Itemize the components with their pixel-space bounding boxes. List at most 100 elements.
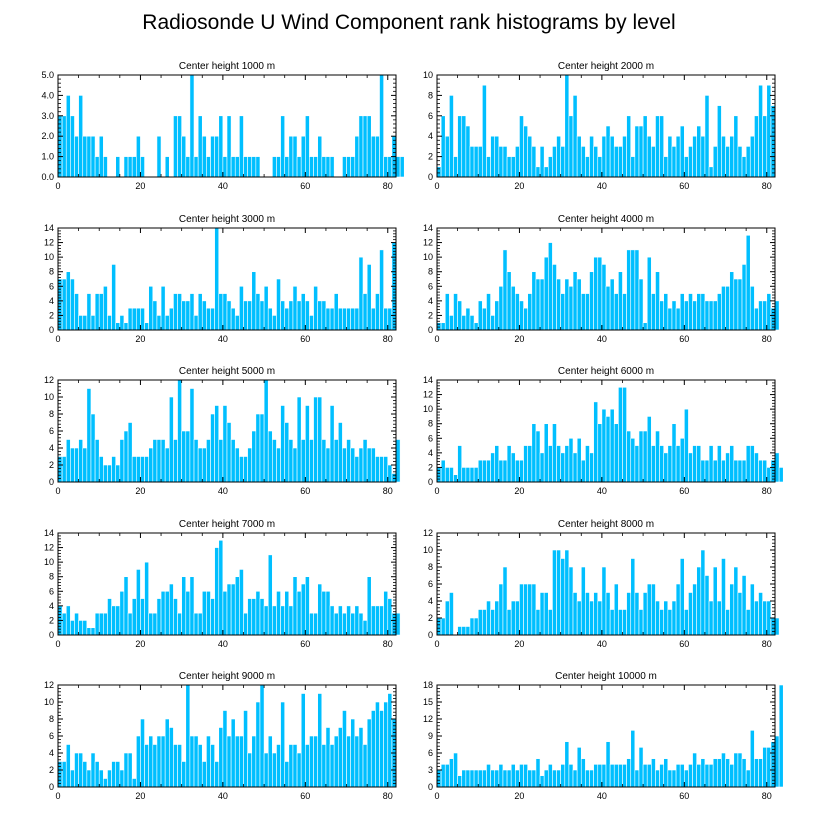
bar (156, 439, 162, 483)
bar (547, 445, 553, 483)
bar (684, 769, 689, 788)
bar (477, 146, 483, 178)
bar (543, 166, 549, 178)
bar (333, 735, 339, 788)
bar (675, 764, 681, 788)
bar (564, 74, 570, 178)
bar (131, 456, 137, 483)
bar (136, 456, 141, 483)
y-tick-label: 3.0 (41, 111, 54, 121)
bar (222, 293, 228, 331)
bar (292, 576, 298, 636)
x-tick-label: 0 (55, 181, 60, 191)
bar (535, 278, 541, 331)
bar (140, 598, 145, 636)
y-tick-label: 10 (44, 392, 54, 402)
y-tick-label: 6 (428, 748, 433, 758)
x-tick-label: 60 (679, 791, 689, 801)
bar (601, 264, 607, 331)
bar (70, 620, 75, 636)
bar (609, 408, 615, 483)
bar (667, 769, 673, 788)
bar (482, 84, 487, 178)
bar (684, 408, 689, 483)
bar (547, 156, 553, 178)
bar (556, 549, 561, 636)
y-tick-label: 6 (49, 586, 54, 596)
bar (185, 590, 191, 636)
y-tick-label: 12 (44, 238, 54, 248)
bar (78, 752, 84, 788)
bar (123, 430, 129, 483)
bar (527, 769, 533, 788)
bar (494, 135, 500, 178)
bar (494, 300, 500, 331)
bar (461, 626, 467, 636)
bar (626, 249, 632, 331)
y-tick-label: 0 (49, 477, 54, 487)
histogram-panel: Center height 2000 m 0 20 40 60 80 0 2 4 6 8 10 (423, 61, 776, 191)
bar (375, 456, 380, 483)
bar (197, 612, 203, 636)
bar (712, 566, 718, 636)
x-tick-label: 60 (679, 334, 689, 344)
bar (622, 764, 627, 788)
bar (700, 293, 706, 331)
bar (305, 744, 310, 788)
bar (210, 413, 215, 483)
bar (288, 300, 294, 331)
bar (754, 452, 759, 483)
bar (552, 769, 557, 788)
bar (65, 95, 71, 178)
x-tick-label: 20 (135, 791, 145, 801)
bar (515, 769, 520, 788)
bar (547, 764, 553, 788)
bar (111, 456, 117, 483)
plot-frame (436, 379, 776, 483)
bar (609, 609, 615, 636)
bar (684, 156, 689, 178)
bar (127, 422, 133, 483)
bar (218, 539, 224, 636)
bar (267, 554, 273, 636)
bar (547, 609, 553, 636)
x-tick-label: 60 (300, 791, 310, 801)
bar (222, 590, 228, 636)
bar (762, 459, 768, 483)
x-tick-label: 60 (679, 639, 689, 649)
bar (136, 307, 141, 331)
bar (78, 620, 84, 636)
y-tick-label: 0.0 (41, 172, 54, 182)
bar (177, 115, 182, 178)
bar (181, 761, 187, 788)
bar (156, 735, 162, 788)
bar (651, 445, 656, 483)
bar (453, 293, 458, 331)
histogram-panel: Center height 8000 m 0 20 40 60 80 0 2 4 6 8 10 12 (423, 519, 780, 649)
bar (247, 752, 253, 788)
bar (247, 156, 253, 178)
y-tick-label: 6 (428, 281, 433, 291)
bar (609, 278, 615, 331)
bar (642, 322, 648, 331)
bar (201, 300, 207, 331)
bar (342, 307, 347, 331)
bar (111, 264, 117, 331)
bar (329, 744, 335, 788)
bar (510, 764, 516, 788)
bar (251, 430, 257, 483)
y-tick-label: 12 (423, 238, 433, 248)
bar (362, 293, 368, 331)
y-tick-label: 0 (49, 325, 54, 335)
bar (634, 445, 640, 483)
bar (272, 315, 277, 331)
bar (490, 769, 496, 788)
bar (469, 617, 475, 636)
bar (535, 166, 541, 178)
bar (733, 459, 739, 483)
bar (659, 764, 665, 788)
bar (659, 445, 665, 483)
bar (226, 422, 232, 483)
bar (226, 735, 232, 788)
bar (152, 744, 158, 788)
